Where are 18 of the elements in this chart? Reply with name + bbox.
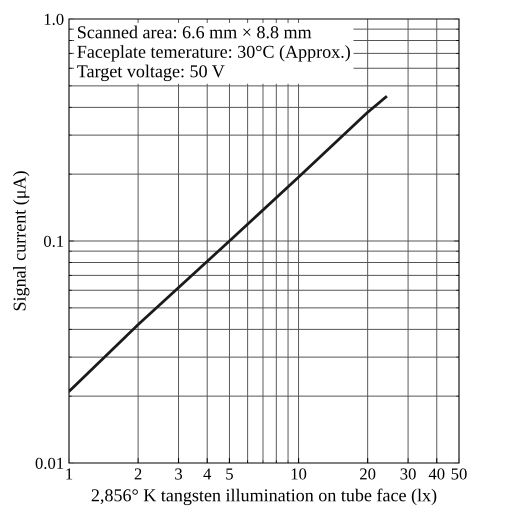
x-tick-label: 1: [66, 468, 72, 480]
x-tick-label: 5: [226, 468, 233, 480]
x-tick-label: 2: [134, 468, 142, 480]
x-tick-label: 3: [175, 468, 182, 480]
annotation: Faceplate temerature: 30°C (Approx.): [77, 45, 350, 62]
y-axis-title: Signal current (μA): [12, 171, 30, 310]
y-tick-label: 1.0: [44, 14, 64, 26]
x-tick-label: 40: [428, 468, 444, 480]
x-tick-label: 10: [292, 468, 306, 480]
x-tick-label: 30: [400, 468, 416, 480]
x-axis-title: 2,856° K tangsten illumination on tube face (lx): [92, 488, 436, 506]
x-tick-label: 20: [360, 468, 376, 480]
annotation: Scanned area: 6.6 mm × 8.8 mm: [78, 26, 312, 38]
y-tick-label: 0.01: [36, 458, 64, 470]
annotation: Target voltage: 50 V: [77, 64, 225, 82]
y-tick-label: 0.1: [44, 236, 64, 248]
x-tick-label: 50: [452, 468, 467, 480]
x-tick-label: 4: [203, 468, 212, 480]
